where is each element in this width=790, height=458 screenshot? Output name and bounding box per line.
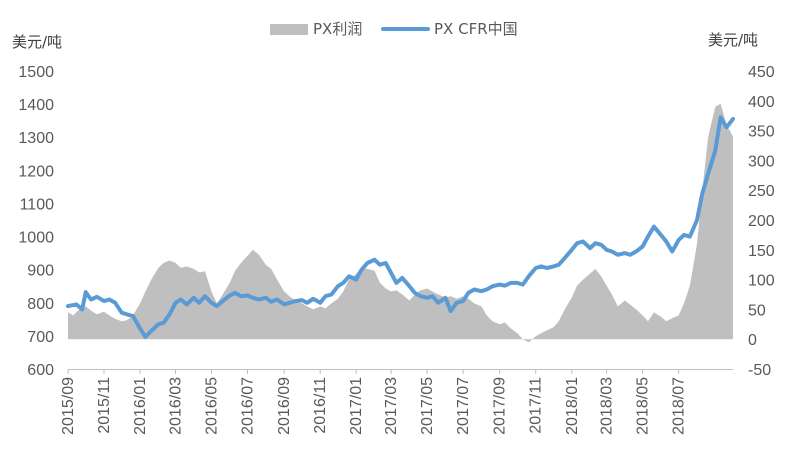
right-axis-tick-label: 100 — [748, 273, 775, 290]
x-axis-tick-label: 2017/09 — [492, 377, 509, 435]
left-axis-tick-label: 900 — [27, 263, 54, 280]
x-axis-tick-label: 2018/01 — [564, 377, 581, 435]
left-axis-tick-label: 1500 — [18, 64, 54, 81]
x-axis-tick-label: 2017/03 — [383, 377, 400, 435]
x-axis-tick-label: 2017/05 — [419, 377, 436, 435]
area-layer — [68, 103, 733, 343]
x-axis-tick-label: 2018/05 — [635, 377, 652, 435]
right-axis-tick-label: 400 — [748, 94, 775, 111]
right-axis-tick-label: 350 — [748, 124, 775, 141]
series-area-px-profit — [68, 103, 733, 343]
right-axis-tick-label: 250 — [748, 183, 775, 200]
series-line-px-cfr-china — [66, 115, 735, 339]
x-axis-tick-label: 2017/07 — [455, 377, 472, 435]
right-axis-unit: 美元/吨 — [708, 31, 758, 49]
left-axis-tick-label: 700 — [27, 329, 54, 346]
legend-label-px-profit: PX利润 — [313, 20, 362, 38]
x-axis-tick-label: 2017/01 — [348, 377, 365, 435]
x-axis-tick-label: 2016/01 — [132, 377, 149, 435]
left-axis-tick-label: 1400 — [18, 97, 54, 114]
right-axis-tick-label: 300 — [748, 153, 775, 170]
right-axis-tick-label: -50 — [748, 362, 771, 379]
x-axis-tick-label: 2016/03 — [168, 377, 185, 435]
right-axis-tick-label: 150 — [748, 243, 775, 260]
legend-swatch-px-profit — [270, 24, 308, 35]
left-axis-tick-label: 800 — [27, 296, 54, 313]
axis-layer: 600 700 800 900 1000 1100 1200 1300 1400 1500 -50 0… — [18, 64, 774, 435]
legend-label-px-cfr-china: PX CFR中国 — [434, 20, 518, 38]
x-axis-tick-label: 2016/11 — [312, 377, 329, 434]
left-axis-unit: 美元/吨 — [12, 33, 62, 51]
x-axis-tick-label: 2016/05 — [204, 377, 221, 435]
x-axis-tick-label: 2016/07 — [240, 377, 257, 435]
left-axis-tick-label: 1300 — [18, 130, 54, 147]
x-axis-tick-label: 2016/09 — [276, 377, 293, 435]
left-axis-tick-label: 1000 — [18, 230, 54, 247]
x-axis-tick-label: 2018/03 — [599, 377, 616, 435]
x-axis-tick-label: 2018/07 — [671, 377, 688, 435]
x-axis-tick-label: 2015/11 — [96, 377, 113, 434]
right-axis-tick-label: 200 — [748, 213, 775, 230]
right-axis-tick-label: 50 — [748, 302, 766, 319]
left-axis-tick-label: 1200 — [18, 163, 54, 180]
x-axis-tick-label: 2015/09 — [60, 377, 77, 435]
right-axis-tick-label: 450 — [748, 64, 775, 81]
line-layer — [66, 115, 735, 339]
left-axis-tick-label: 1100 — [20, 196, 55, 213]
x-axis-tick-label: 2017/11 — [528, 377, 545, 434]
left-axis-tick-label: 600 — [27, 362, 54, 379]
right-axis-tick-label: 0 — [748, 332, 757, 349]
legend: PX利润 PX CFR中国 — [270, 20, 518, 38]
